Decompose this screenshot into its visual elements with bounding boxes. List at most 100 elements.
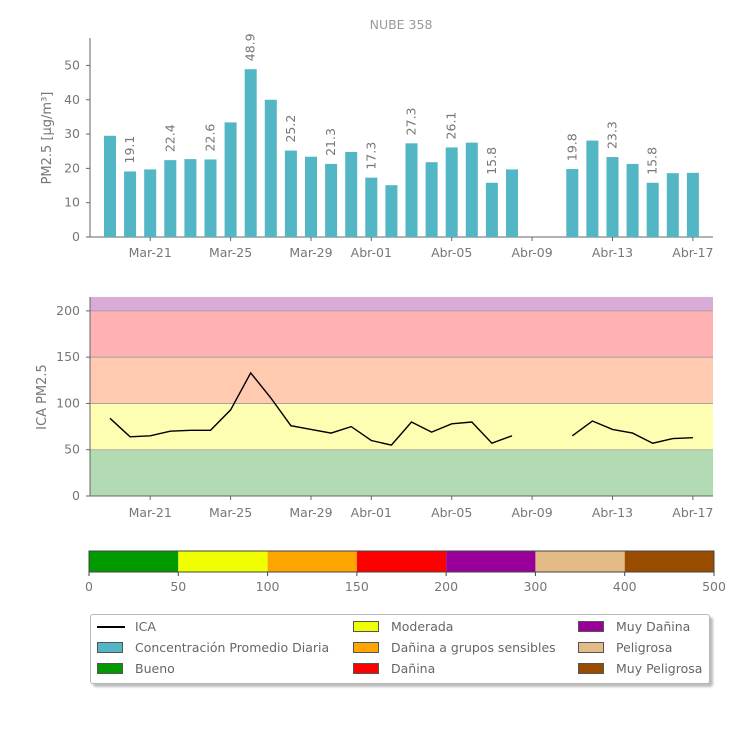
bar — [465, 142, 478, 237]
ica-line-chart: 0 50 100 150 200 Mar-21 Mar-25 Mar-29 Abr-01 Abr-… — [35, 297, 714, 520]
scale-segment — [446, 551, 536, 572]
bar — [244, 69, 257, 237]
legend-swatch-icon — [97, 642, 123, 653]
bar — [405, 143, 418, 237]
bar — [485, 182, 498, 237]
y-tick-label: 0 — [72, 229, 80, 244]
x-tick-label: Mar-29 — [289, 245, 332, 260]
data-label: 22.4 — [162, 124, 177, 152]
legend-label: Muy Dañina — [616, 619, 691, 634]
x-tick-label: Mar-29 — [289, 505, 332, 520]
pm25-bar-chart: 0 10 20 30 40 50 19.1 22.4 22.6 48.9 25.2 21.3 17.3 2… — [40, 33, 714, 260]
x-tick-label: Mar-25 — [209, 245, 252, 260]
bar — [124, 171, 137, 237]
data-label: 22.6 — [203, 124, 218, 152]
aqi-band — [90, 449, 713, 496]
chart-title: NUBE 358 — [370, 17, 433, 32]
legend-swatch-icon — [578, 642, 604, 653]
bar — [666, 173, 679, 237]
legend-swatch-icon — [353, 642, 379, 653]
legend-swatch-icon — [97, 663, 123, 674]
legend-label: Dañina a grupos sensibles — [391, 640, 556, 655]
scale-tick-label: 150 — [345, 579, 369, 594]
legend-swatch-icon — [578, 663, 604, 674]
scale-segment — [356, 551, 447, 572]
bar — [506, 169, 518, 237]
bar — [445, 147, 458, 237]
legend-swatch-icon — [578, 621, 604, 632]
bar — [224, 122, 237, 237]
bar — [385, 185, 398, 237]
aqi-band — [90, 357, 713, 404]
x-tick-label: Abr-09 — [511, 505, 552, 520]
y-tick-label: 50 — [64, 57, 80, 72]
x-tick-label: Abr-01 — [351, 245, 392, 260]
y-tick-label: 100 — [56, 395, 80, 410]
bar — [325, 163, 338, 237]
x-tick-label: Mar-21 — [129, 245, 172, 260]
data-label: 23.3 — [605, 121, 620, 149]
y-tick-label: 0 — [72, 488, 80, 503]
legend-label: Peligrosa — [616, 640, 673, 655]
legend-line-ica-icon — [97, 626, 125, 628]
data-label: 19.8 — [564, 133, 579, 161]
data-label: 25.2 — [283, 115, 298, 143]
aqi-band — [90, 403, 713, 450]
scale-tick-label: 50 — [170, 579, 186, 594]
bar — [144, 169, 157, 237]
data-label: 27.3 — [404, 107, 419, 135]
scale-tick-label: 500 — [702, 579, 726, 594]
x-tick-label: Abr-13 — [592, 245, 633, 260]
bar — [264, 99, 277, 237]
legend-label: Bueno — [135, 661, 175, 676]
data-label: 19.1 — [122, 136, 137, 164]
legend-label: Concentración Promedio Diaria — [135, 640, 330, 655]
bar — [204, 159, 217, 237]
x-tick-label: Abr-01 — [351, 505, 392, 520]
data-label: 48.9 — [243, 33, 258, 61]
y-axis-label: ICA PM2.5 — [35, 364, 50, 430]
legend-label: Muy Peligrosa — [616, 661, 703, 676]
scale-segment — [178, 551, 268, 572]
x-tick-label: Abr-05 — [431, 505, 472, 520]
bar — [646, 182, 659, 237]
scale-segment — [535, 551, 625, 572]
y-tick-label: 150 — [56, 349, 80, 364]
legend-label: Dañina — [391, 661, 436, 676]
y-tick-label: 30 — [64, 126, 80, 141]
data-label: 15.8 — [645, 147, 660, 175]
bar — [626, 163, 639, 237]
y-tick-label: 20 — [64, 160, 80, 175]
x-tick-label: Abr-05 — [431, 245, 472, 260]
x-tick-label: Mar-21 — [129, 505, 172, 520]
legend: ICA Concentración Promedio Diaria Bueno … — [90, 614, 710, 684]
bar — [305, 156, 317, 237]
scale-segment — [624, 551, 714, 572]
ica-color-scale: 0 50 100 150 200 300 400 500 — [85, 550, 726, 594]
bar — [284, 150, 297, 237]
bar — [686, 172, 699, 237]
legend-label: ICA — [135, 619, 156, 634]
data-label: 21.3 — [323, 128, 338, 156]
bar — [184, 159, 197, 237]
data-label: 26.1 — [444, 112, 459, 140]
x-tick-label: Abr-13 — [592, 505, 633, 520]
bar — [606, 157, 619, 237]
scale-tick-label: 300 — [523, 579, 547, 594]
legend-label: Moderada — [391, 619, 454, 634]
bar — [104, 135, 116, 237]
aqi-band — [90, 297, 713, 311]
aqi-band — [90, 310, 713, 358]
bar — [164, 160, 177, 237]
scale-segment — [89, 551, 179, 572]
y-axis-label: PM2.5 [μg/m³] — [40, 92, 55, 185]
scale-tick-label: 100 — [256, 579, 280, 594]
scale-outline — [88, 550, 715, 573]
scale-segment — [267, 551, 357, 572]
scale-tick-label: 400 — [613, 579, 637, 594]
y-tick-label: 50 — [64, 442, 80, 457]
x-tick-label: Mar-25 — [209, 505, 252, 520]
y-tick-label: 40 — [64, 92, 80, 107]
y-tick-label: 200 — [56, 303, 80, 318]
